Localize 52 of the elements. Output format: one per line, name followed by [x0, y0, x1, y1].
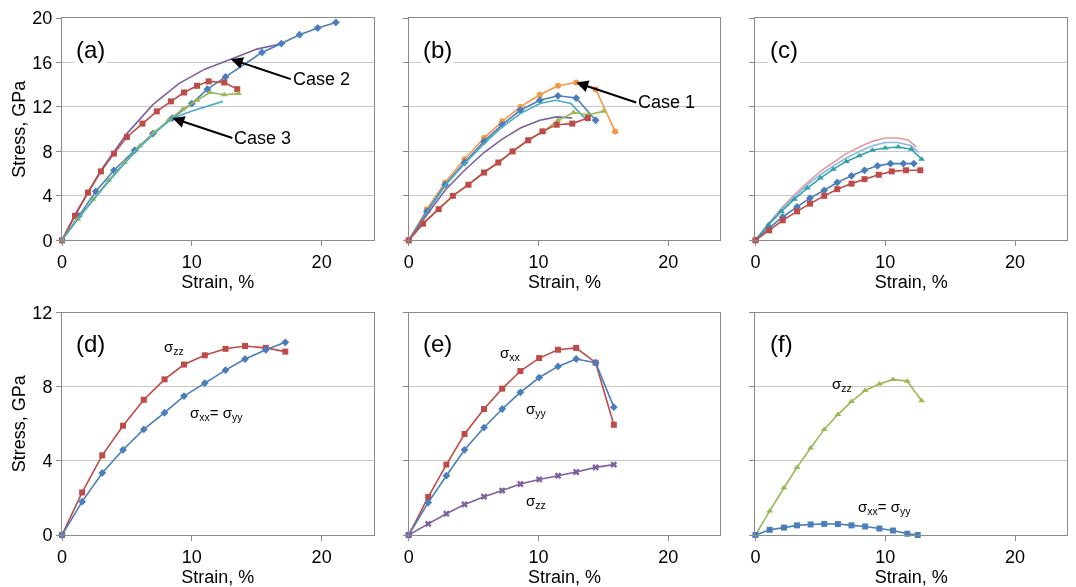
- y-tick-label: 0: [42, 525, 53, 546]
- y-tick-label: 8: [42, 377, 53, 398]
- x-tick-label: 20: [658, 546, 679, 567]
- y-tick-label: 8: [42, 141, 53, 162]
- annotation: (d): [76, 330, 106, 357]
- x-axis-title: Strain, %: [874, 566, 948, 587]
- y-tick-label: 12: [32, 302, 53, 323]
- series-label: Case 2: [293, 69, 351, 89]
- annotation: (a): [76, 36, 106, 63]
- y-tick-label: 0: [42, 230, 53, 251]
- x-tick-label: 10: [875, 546, 896, 567]
- series-label: σ$_{zz}$: [832, 375, 852, 395]
- series-label: Case 1: [638, 92, 696, 112]
- series-label: σ$_{zz}$: [526, 492, 546, 512]
- series-label: σ$_{yy}$: [526, 400, 547, 420]
- x-tick-label: 20: [311, 251, 332, 272]
- series-label: σ$_{xx}$: [500, 344, 521, 364]
- x-tick-label: 0: [403, 546, 414, 567]
- y-axis-title: Stress, GPa: [8, 374, 29, 473]
- annotation: (e): [423, 330, 453, 357]
- x-tick-label: 0: [403, 251, 414, 272]
- x-tick-label: 10: [181, 546, 202, 567]
- x-tick-label: 20: [1005, 251, 1026, 272]
- y-tick-label: 4: [42, 186, 53, 207]
- series-label: σ$_{xx}$= σ$_{yy}$: [858, 498, 912, 518]
- x-tick-label: 10: [875, 251, 896, 272]
- x-tick-label: 20: [1005, 546, 1026, 567]
- y-tick-label: 4: [42, 451, 53, 472]
- annotation: (b): [423, 36, 453, 63]
- series-label: Case 3: [234, 128, 292, 148]
- y-tick-label: 16: [32, 52, 53, 73]
- x-axis-title: Strain, %: [874, 271, 948, 292]
- x-tick-label: 0: [56, 251, 68, 272]
- x-tick-label: 0: [750, 251, 761, 272]
- annotation: (f): [770, 330, 793, 357]
- series-label: σ$_{zz}$: [164, 338, 184, 358]
- annotation: (c): [770, 36, 798, 63]
- x-tick-label: 10: [528, 546, 549, 567]
- x-tick-label: 10: [528, 251, 549, 272]
- x-tick-label: 10: [181, 251, 202, 272]
- x-axis-title: Strain, %: [181, 271, 255, 292]
- x-tick-label: 20: [658, 251, 679, 272]
- y-tick-label: 20: [32, 8, 53, 29]
- x-tick-label: 20: [311, 546, 332, 567]
- y-tick-label: 12: [32, 97, 53, 118]
- series-label: σ$_{xx}$= σ$_{yy}$: [190, 404, 244, 424]
- x-axis-title: Strain, %: [181, 566, 255, 587]
- x-tick-label: 0: [750, 546, 761, 567]
- x-axis-title: Strain, %: [527, 271, 602, 292]
- x-axis-title: Strain, %: [527, 566, 602, 587]
- y-axis-title: Stress, GPa: [8, 79, 29, 178]
- x-tick-label: 0: [56, 546, 68, 567]
